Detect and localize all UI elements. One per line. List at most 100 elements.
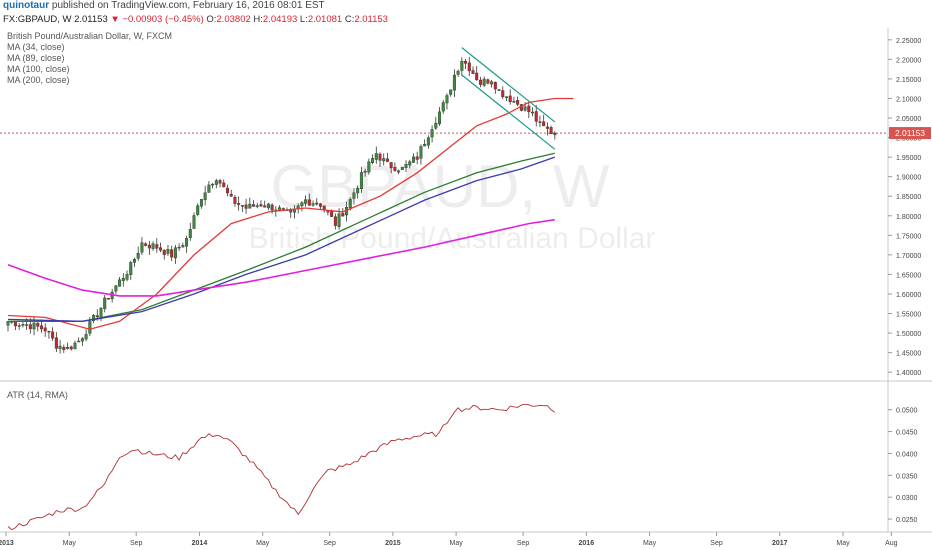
candle-up [356, 187, 360, 194]
time-axis[interactable]: 2013 May Sep 2014 May Sep 2015 May Sep 2016 May Sep… [0, 532, 932, 547]
ma100-line [7, 156, 556, 322]
candle-up [132, 259, 136, 263]
time-tick-label: 2015 [385, 540, 401, 547]
candle-down [471, 70, 475, 74]
channel-upper-line[interactable] [461, 47, 556, 123]
candle-up [17, 325, 21, 327]
close-value: 2.01153 [354, 14, 388, 25]
candle-up [211, 183, 215, 186]
candle-up [531, 111, 535, 114]
price-axis[interactable]: 2.25000 2.20000 2.15000 2.10000 2.05000 2.000… [888, 38, 921, 377]
candle-up [266, 203, 270, 209]
publish-info: quinotaur published on TradingView.com, … [3, 0, 325, 11]
time-tick-label: Sep [517, 540, 530, 547]
legend-ma200[interactable]: MA (200, close) [7, 75, 70, 85]
candle-down [318, 203, 322, 207]
legend-ma89[interactable]: MA (89, close) [7, 53, 65, 63]
candle-down [341, 213, 345, 217]
atr-tick-label: 0.0450 [896, 430, 918, 437]
price-tick-label: 1.65000 [896, 272, 921, 279]
candle-down [333, 216, 337, 226]
candle-up [348, 199, 352, 209]
candle-up [121, 278, 125, 281]
candle-down [162, 249, 166, 255]
candle-up [151, 243, 155, 249]
time-tick-label: 2013 [0, 540, 14, 547]
candle-up [80, 338, 84, 342]
price-pane[interactable] [0, 28, 888, 381]
low-value: 2.01081 [307, 14, 343, 25]
channel-lower-line[interactable] [461, 74, 556, 150]
candle-up [255, 205, 259, 207]
candle-up [367, 161, 371, 173]
candle-down [106, 298, 110, 300]
candle-down [51, 331, 55, 339]
candle-down [218, 180, 222, 184]
candle-up [88, 321, 92, 334]
time-tick-label: Sep [710, 540, 723, 547]
candle-down [270, 204, 274, 211]
price-tick-label: 2.10000 [896, 96, 921, 103]
candle-up [296, 205, 300, 209]
candle-up [374, 153, 378, 160]
candle-up [6, 321, 10, 326]
candle-up [441, 102, 445, 112]
author-link[interactable]: quinotaur [3, 0, 50, 11]
time-tick-label: May [643, 540, 657, 547]
time-tick-label: Sep [130, 540, 143, 547]
time-tick-label: 2017 [772, 540, 788, 547]
trend-channel[interactable] [461, 47, 556, 150]
price-tick-label: 2.25000 [896, 38, 921, 45]
price-tick-label: 2.05000 [896, 116, 921, 123]
price-tick-label: 1.60000 [896, 292, 921, 299]
moving-averages [7, 97, 574, 330]
time-tick-label: May [450, 540, 464, 547]
candle-up [363, 170, 367, 173]
candle-down [47, 330, 51, 333]
candle-down [39, 325, 43, 330]
candle-up [438, 111, 442, 125]
price-tick-label: 1.75000 [896, 233, 921, 240]
candle-down [28, 324, 32, 330]
atr-tick-label: 0.0300 [896, 495, 918, 502]
atr-tick-label: 0.0250 [896, 517, 918, 524]
candle-down [13, 321, 17, 327]
time-tick-label: 2014 [192, 540, 208, 547]
atr-legend[interactable]: ATR (14, RMA) [7, 390, 68, 400]
time-tick-label: May [63, 540, 77, 547]
atr-axis[interactable]: 0.0500 0.0450 0.0400 0.0350 0.0300 0.0250 [888, 408, 918, 524]
candle-down [486, 79, 490, 84]
candle-up [452, 74, 456, 91]
candle-up [449, 89, 453, 95]
price-tick-label: 2.15000 [896, 77, 921, 84]
candle-up [185, 238, 189, 247]
candle-down [467, 62, 471, 72]
price-tick-label: 1.70000 [896, 253, 921, 260]
candle-down [281, 208, 285, 210]
candle-down [170, 249, 174, 258]
time-tick-label: May [836, 540, 850, 547]
price-tick-label: 1.50000 [896, 331, 921, 338]
candle-up [214, 180, 218, 185]
published-text: published on TradingView.com, February 1… [51, 0, 325, 11]
price-tick-label: 1.45000 [896, 351, 921, 358]
price-tick-label: 2.00000 [896, 136, 921, 143]
time-tick-label: Aug [885, 540, 898, 547]
legend-ma100[interactable]: MA (100, close) [7, 64, 70, 74]
price-tick-label: 2.20000 [896, 57, 921, 64]
legend-ma34[interactable]: MA (34, close) [7, 42, 65, 52]
candle-up [248, 203, 252, 209]
candle-down [240, 205, 244, 207]
candle-up [300, 202, 304, 207]
candle-down [393, 166, 397, 172]
candle-down [233, 196, 237, 204]
atr-tick-label: 0.0500 [896, 408, 918, 415]
price-change: ▼ −0.00903 (−0.45%) [110, 14, 204, 25]
candle-up [423, 144, 427, 147]
candle-up [352, 192, 356, 199]
candle-up [203, 192, 207, 200]
candle-up [92, 315, 96, 321]
candle-up [445, 95, 449, 104]
candle-down [263, 205, 267, 208]
